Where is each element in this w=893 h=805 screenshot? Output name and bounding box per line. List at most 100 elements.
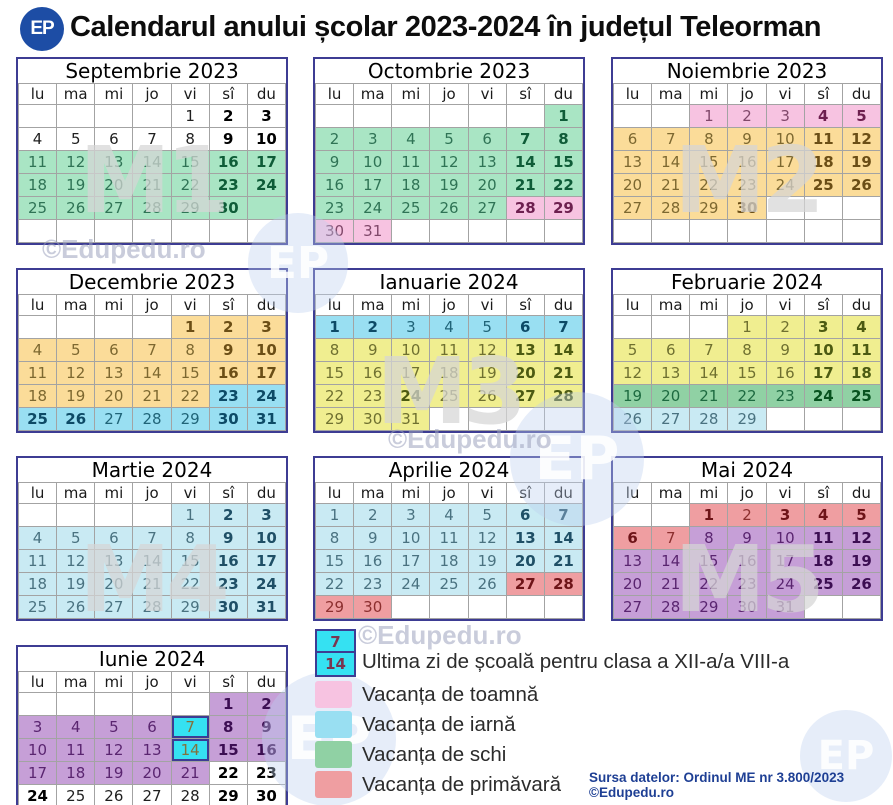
day-cell: 21	[543, 549, 584, 573]
day-cell: 13	[132, 738, 172, 762]
day-cell: 16	[353, 361, 393, 385]
weekday-header: lu	[612, 83, 653, 105]
day-cell: 13	[651, 361, 691, 385]
legend-autumn-label: Vacanța de toamnă	[362, 683, 539, 706]
day-cell: 21	[132, 173, 172, 197]
month-table: lu ma mi jo vi sî du 1 2 3 4 5 6 7 8 9 10 11 12 13 14 15 16 17 1…	[314, 294, 584, 431]
day-cell: 24	[246, 572, 287, 596]
day-cell	[467, 104, 507, 128]
day-cell: 13	[94, 549, 134, 573]
day-cell: 4	[429, 315, 469, 339]
day-cell: 8	[689, 526, 729, 550]
weekday-header: vi	[170, 83, 210, 105]
day-cell: 23	[353, 572, 393, 596]
day-cell	[651, 104, 691, 128]
weekday-header: lu	[17, 294, 58, 316]
day-cell: 6	[505, 503, 545, 527]
day-cell: 5	[841, 503, 882, 527]
day-cell: 27	[612, 196, 653, 220]
day-cell: 28	[689, 407, 729, 431]
day-cell	[467, 219, 507, 243]
day-cell: 11	[841, 338, 882, 362]
day-cell	[612, 219, 653, 243]
day-cell: 26	[56, 196, 96, 220]
day-cell: 16	[208, 150, 248, 174]
day-cell: 29	[543, 196, 584, 220]
day-cell: 13	[612, 549, 653, 573]
day-cell: 24	[765, 173, 805, 197]
day-cell: 19	[841, 549, 882, 573]
day-cell: 16	[765, 361, 805, 385]
weekday-header: du	[246, 671, 287, 693]
day-cell: 30	[208, 196, 248, 220]
day-cell: 30	[246, 784, 287, 805]
day-cell: 26	[56, 407, 96, 431]
day-cell	[429, 219, 469, 243]
day-cell	[765, 407, 805, 431]
day-cell: 18	[803, 549, 843, 573]
day-cell: 19	[467, 361, 507, 385]
weekday-header: vi	[467, 482, 507, 504]
day-cell: 21	[170, 761, 210, 785]
day-cell: 1	[170, 104, 210, 128]
day-cell: 27	[132, 784, 172, 805]
day-cell: 21	[132, 572, 172, 596]
day-cell: 11	[17, 549, 58, 573]
day-cell	[651, 315, 691, 339]
day-cell: 16	[314, 173, 355, 197]
weekday-header: ma	[651, 83, 691, 105]
day-cell: 31	[353, 219, 393, 243]
month-februarie: Februarie 2024 lu ma mi jo vi sî du 1 2 3 4 5 6 7 8 9 10 1…	[611, 268, 883, 433]
weekday-header: sî	[208, 482, 248, 504]
day-cell: 7	[505, 127, 545, 151]
day-cell: 1	[689, 503, 729, 527]
day-cell: 20	[94, 572, 134, 596]
day-cell: 6	[651, 338, 691, 362]
day-cell: 19	[56, 173, 96, 197]
day-cell: 4	[841, 315, 882, 339]
weekday-header: mi	[391, 83, 431, 105]
month-octombrie: Octombrie 2023 lu ma mi jo vi sî du 1 2 3 4 5 6 7 8 9 10 1…	[313, 57, 585, 245]
day-cell: 9	[208, 338, 248, 362]
day-cell: 5	[467, 315, 507, 339]
legend-ski-label: Vacanța de schi	[362, 743, 507, 766]
day-cell: 5	[429, 127, 469, 151]
day-cell: 21	[505, 173, 545, 197]
weekday-header: ma	[353, 294, 393, 316]
day-cell: 2	[208, 503, 248, 527]
day-cell: 17	[353, 173, 393, 197]
day-cell: 1	[314, 315, 355, 339]
day-cell	[727, 219, 767, 243]
day-cell: 5	[467, 503, 507, 527]
month-title: Octombrie 2023	[315, 59, 583, 83]
day-cell	[17, 315, 58, 339]
day-cell: 8	[727, 338, 767, 362]
day-cell: 17	[17, 761, 58, 785]
day-cell: 26	[429, 196, 469, 220]
month-decembrie: Decembrie 2023 lu ma mi jo vi sî du 1 2 3 4 5 6 7 8 9 10 1…	[16, 268, 288, 433]
day-cell: 19	[841, 150, 882, 174]
day-cell: 22	[170, 384, 210, 408]
weekday-header: jo	[727, 83, 767, 105]
day-cell: 25	[803, 173, 843, 197]
day-cell	[391, 104, 431, 128]
day-cell: 28	[132, 407, 172, 431]
day-cell: 8	[314, 526, 355, 550]
day-cell: 18	[17, 384, 58, 408]
day-cell: 6	[612, 526, 653, 550]
day-cell: 5	[841, 104, 882, 128]
day-cell: 12	[56, 150, 96, 174]
month-table: lu ma mi jo vi sî du 1 2 3 4 5 6 7 8 9 10 11 12 13 14 15 16 17 1…	[314, 482, 584, 619]
day-cell: 28	[543, 384, 584, 408]
day-cell: 17	[246, 150, 287, 174]
weekday-header: du	[246, 294, 287, 316]
day-cell: 15	[543, 150, 584, 174]
day-cell: 25	[803, 572, 843, 596]
legend-spring-label: Vacanța de primăvară	[362, 773, 562, 796]
source-line1: Sursa datelor: Ordinul ME nr 3.800/2023	[589, 770, 845, 785]
weekday-header: ma	[651, 482, 691, 504]
day-cell: 9	[353, 338, 393, 362]
day-cell: 20	[132, 761, 172, 785]
weekday-header: sî	[505, 83, 545, 105]
day-cell: 11	[391, 150, 431, 174]
